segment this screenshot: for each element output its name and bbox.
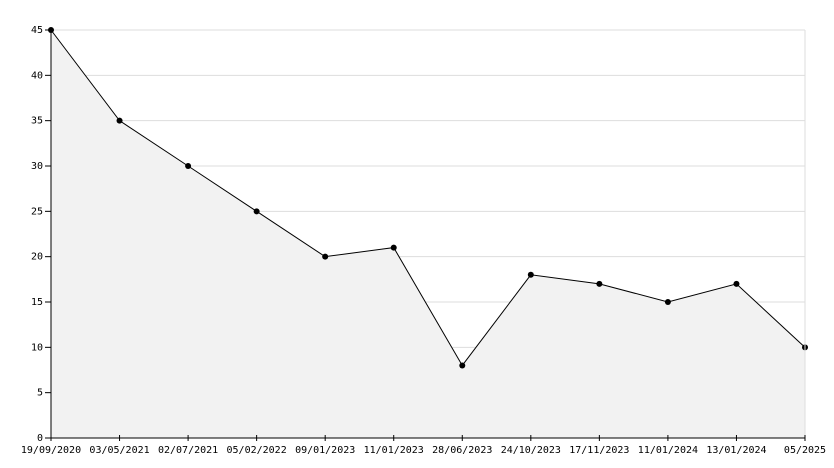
y-tick-label: 15: [31, 297, 43, 308]
point: [253, 208, 260, 215]
y-tick-label: 25: [31, 206, 43, 217]
point: [596, 280, 603, 287]
x-tick-label: 24/10/2023: [501, 445, 561, 456]
y-tick-label: 40: [31, 70, 43, 81]
area: [51, 30, 805, 438]
y-tick-label: 0: [37, 433, 43, 444]
point: [390, 244, 397, 251]
point: [322, 253, 329, 260]
y-tick-label: 30: [31, 161, 43, 172]
x-tick-label: 11/01/2023: [364, 445, 424, 456]
x-tick-label: 05/02/2022: [227, 445, 287, 456]
y-tick-label: 10: [31, 342, 43, 353]
x-tick-label: 17/11/2023: [569, 445, 629, 456]
x-tick-label: 13/01/2024: [706, 445, 766, 456]
y-tick-label: 45: [31, 25, 43, 36]
x-tick-label: 19/09/2020: [21, 445, 81, 456]
x-tick-label: 11/01/2024: [638, 445, 698, 456]
y-tick-label: 35: [31, 116, 43, 127]
point: [185, 163, 192, 169]
point: [527, 271, 534, 278]
x-tick-label: 02/07/2021: [158, 445, 218, 456]
x-tick-label: 05/2025: [784, 445, 826, 456]
x-tick-label: 28/06/2023: [432, 445, 492, 456]
y-tick-label: 5: [37, 388, 43, 399]
point: [459, 362, 466, 369]
x-tick-label: 03/05/2021: [89, 445, 149, 456]
point: [116, 117, 123, 124]
point: [733, 280, 740, 287]
point: [664, 299, 671, 305]
y-tick-label: 20: [31, 252, 43, 263]
line: [50, 29, 806, 367]
x-tick-label: 09/01/2023: [295, 445, 355, 456]
